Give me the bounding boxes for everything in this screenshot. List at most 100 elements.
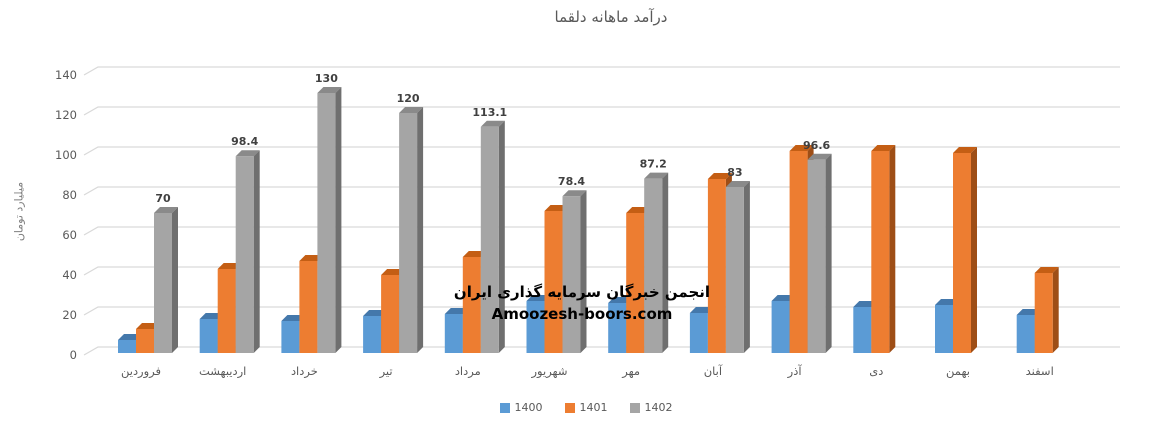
- x-tick-label-7: آبان: [704, 364, 723, 378]
- bar-top-1401: [871, 145, 896, 151]
- bar-1401-8: [789, 151, 808, 353]
- bar-1401-1: [217, 269, 236, 353]
- bar-top-1402: [317, 87, 342, 93]
- chart-title: درآمد ماهانه دلقما: [554, 8, 668, 26]
- y-tick-label: 140: [55, 68, 77, 82]
- bar-side-1402: [662, 172, 669, 353]
- bar-1402-6: [644, 178, 663, 353]
- bar-1401-10: [953, 153, 971, 353]
- bar-top-1402: [562, 190, 587, 197]
- bar-1402-7: [725, 187, 744, 353]
- bar-1400-2: [281, 321, 300, 353]
- data-label: 130: [315, 72, 338, 85]
- bar-1400-3: [363, 316, 382, 353]
- data-label: 78.4: [558, 175, 585, 188]
- gridline: [83, 266, 1120, 276]
- bar-top-1402: [154, 207, 178, 213]
- legend-swatch-1402: [629, 402, 640, 413]
- bar-side-1402: [498, 120, 505, 353]
- bar-side-1402: [253, 150, 260, 353]
- x-tick-label-0: فروردین: [121, 364, 161, 379]
- bar-1402-0: [154, 213, 172, 353]
- bar-top-1401: [1034, 267, 1059, 273]
- y-tick-label: 20: [62, 308, 77, 322]
- bar-1401-3: [381, 275, 400, 353]
- bar-1402-3: [399, 113, 418, 353]
- x-tick-label-9: دی: [869, 364, 883, 378]
- legend-item-1402: 1402: [629, 401, 673, 414]
- bar-1400-10: [935, 305, 953, 353]
- bar-side-1402: [743, 181, 750, 353]
- data-label: 96.6: [803, 139, 830, 152]
- x-tick-label-8: آذر: [787, 364, 803, 379]
- bar-1400-5: [526, 301, 545, 353]
- legend-label-1402: 1402: [644, 401, 673, 414]
- y-tick-label: 100: [55, 148, 77, 162]
- bar-side-1402: [580, 190, 587, 353]
- bar-1401-4: [462, 257, 481, 353]
- y-tick-label: 40: [62, 268, 77, 282]
- bar-side-1402: [417, 107, 424, 353]
- bar-side-1401: [971, 147, 977, 353]
- bar-1400-8: [771, 301, 790, 353]
- bar-1400-9: [853, 307, 872, 353]
- bar-top-1402: [644, 172, 669, 179]
- bar-1402-8: [807, 159, 826, 353]
- bar-side-1401: [889, 145, 896, 353]
- bar-1402-4: [480, 126, 499, 353]
- legend-item-1401: 1401: [564, 401, 608, 414]
- legend-swatch-1400: [499, 402, 510, 413]
- gridline: [83, 186, 1120, 196]
- legend-swatch-1401: [564, 402, 575, 413]
- x-tick-label-4: مرداد: [455, 364, 481, 379]
- bar-side-1402: [825, 153, 832, 353]
- y-tick-label: 0: [70, 348, 77, 362]
- bar-top-1402: [725, 181, 750, 187]
- x-tick-label-6: مهر: [621, 364, 640, 379]
- bar-top-1401: [707, 173, 732, 179]
- bar-top-1401: [953, 147, 977, 153]
- x-tick-label-3: تیر: [379, 364, 393, 379]
- bar-1400-7: [689, 313, 708, 353]
- gridline: [83, 226, 1120, 236]
- legend-item-1400: 1400: [499, 401, 543, 414]
- bar-1400-4: [444, 314, 463, 353]
- y-tick-label: 60: [62, 228, 77, 242]
- bar-1400-11: [1016, 315, 1035, 353]
- gridline: [83, 106, 1120, 116]
- legend: 1400 1401 1402: [0, 401, 1172, 414]
- bar-side-1401: [1052, 267, 1059, 353]
- bar-1400-1: [199, 319, 218, 353]
- bar-1400-6: [608, 303, 627, 353]
- data-label: 83: [727, 166, 742, 179]
- bar-top-1402: [399, 107, 424, 113]
- bar-1402-5: [562, 196, 581, 353]
- bar-top-1401: [789, 145, 814, 151]
- bar-1401-11: [1034, 273, 1053, 353]
- data-label: 120: [397, 92, 420, 105]
- bar-top-1402: [235, 150, 260, 157]
- x-tick-label-1: اردیبهشت: [199, 364, 246, 379]
- bar-1402-2: [317, 93, 336, 353]
- bar-1400-0: [118, 340, 136, 353]
- x-tick-label-10: بهمن: [946, 364, 970, 379]
- y-tick-label: 80: [62, 188, 77, 202]
- y-tick-label: 120: [55, 108, 77, 122]
- x-tick-label-5: شهریور: [531, 364, 568, 379]
- bar-top-1402: [480, 120, 505, 127]
- gridline: [83, 66, 1120, 76]
- legend-label-1400: 1400: [514, 401, 543, 414]
- bar-1401-2: [299, 261, 318, 353]
- bar-1401-7: [707, 179, 726, 353]
- bar-side-1402: [335, 87, 342, 353]
- bar-1401-6: [626, 213, 645, 353]
- data-label: 70: [155, 192, 171, 205]
- bar-side-1402: [172, 207, 178, 353]
- x-tick-label-11: اسفند: [1026, 364, 1054, 378]
- bar-1401-5: [544, 211, 563, 353]
- gridline: [83, 146, 1120, 156]
- legend-label-1401: 1401: [579, 401, 608, 414]
- data-label: 87.2: [640, 158, 667, 171]
- bar-1401-9: [871, 151, 890, 353]
